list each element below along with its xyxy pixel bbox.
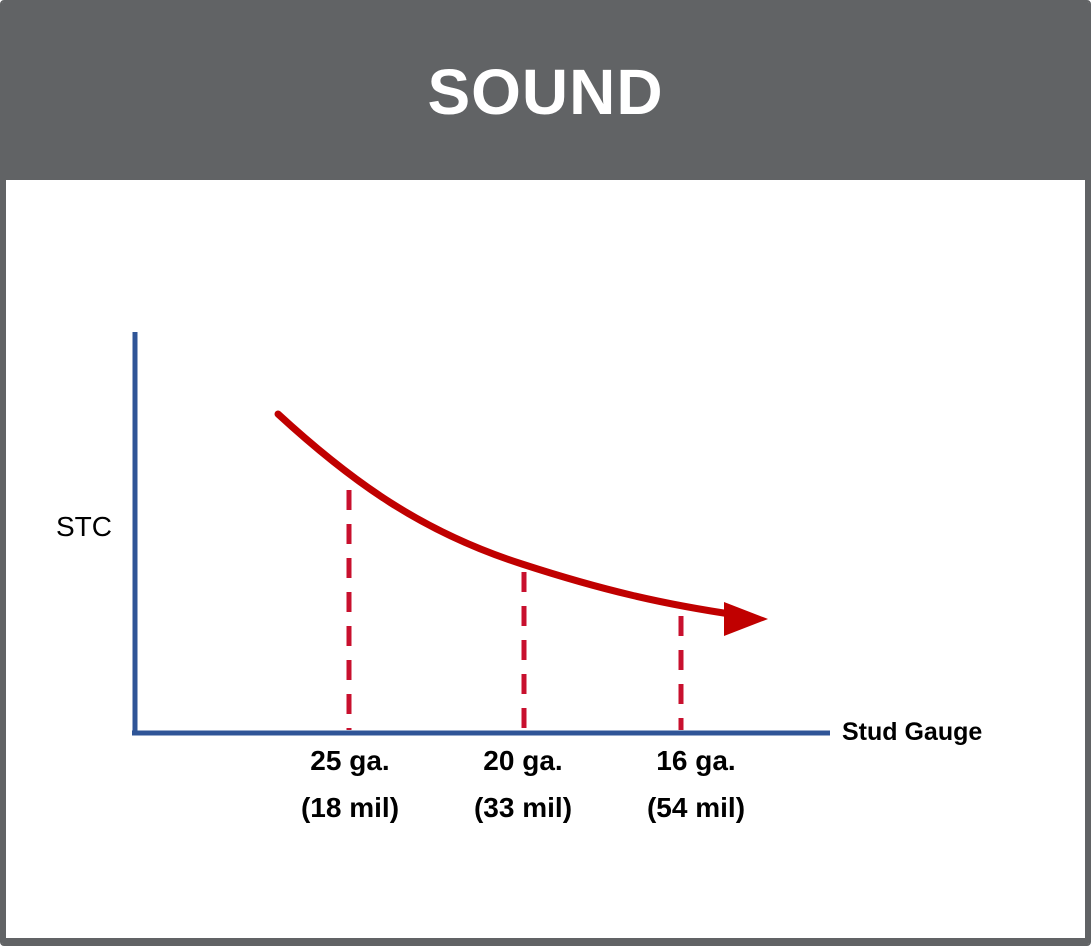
- mil-label-33: (33 mil): [474, 792, 572, 823]
- panel-title: SOUND: [427, 56, 664, 128]
- gauge-label-20: 20 ga.: [483, 745, 562, 776]
- curve-arrowhead: [724, 602, 768, 636]
- stc-curve: [274, 410, 741, 619]
- panel-bottom-border: [2, 938, 1089, 944]
- mil-label-18: (18 mil): [301, 792, 399, 823]
- panel-left-border: [2, 2, 6, 944]
- gauge-label-25: 25 ga.: [310, 745, 389, 776]
- y-axis-label: STC: [56, 511, 112, 542]
- mil-label-54: (54 mil): [647, 792, 745, 823]
- gauge-label-16: 16 ga.: [656, 745, 735, 776]
- x-axis-label: Stud Gauge: [842, 718, 982, 746]
- panel-header: SOUND: [2, 2, 1089, 180]
- panel-right-border: [1085, 2, 1089, 944]
